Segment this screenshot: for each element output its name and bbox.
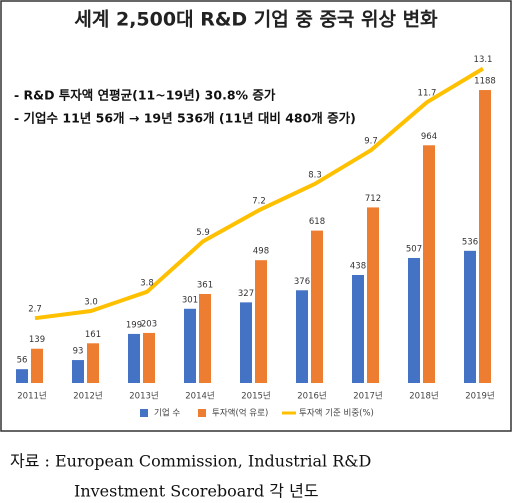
value-label: 7.2 xyxy=(252,197,266,207)
annotation: - 기업수 11년 56개 → 19년 536개 (11년 대비 480개 증가… xyxy=(14,111,356,126)
annotation: - R&D 투자액 연평균(11~19년) 30.8% 증가 xyxy=(14,88,276,103)
value-label: 376 xyxy=(294,277,310,287)
bar xyxy=(72,360,84,383)
bar xyxy=(184,308,196,383)
bar xyxy=(87,343,99,383)
x-tick-label: 2013년 xyxy=(129,391,158,402)
bar xyxy=(128,333,140,383)
bar xyxy=(408,257,420,383)
value-label: 93 xyxy=(73,347,84,357)
legend-swatch xyxy=(198,409,206,417)
bar xyxy=(311,230,323,383)
bar xyxy=(16,369,28,383)
value-label: 327 xyxy=(238,289,254,299)
value-label: 161 xyxy=(85,330,101,340)
value-label: 56 xyxy=(17,356,28,366)
bar xyxy=(423,145,435,383)
legend-label: 투자액(억 유로) xyxy=(212,408,268,419)
bar xyxy=(143,332,155,383)
x-tick-label: 2017년 xyxy=(353,391,382,402)
x-tick-label: 2016년 xyxy=(297,391,326,402)
chart-title: 세계 2,500대 R&D 기업 중 중국 위상 변화 xyxy=(74,9,438,31)
value-label: 301 xyxy=(182,295,198,305)
bar xyxy=(352,274,364,383)
legend-swatch xyxy=(140,409,148,417)
value-label: 618 xyxy=(309,217,325,227)
value-label: 2.7 xyxy=(28,305,42,315)
value-label: 199 xyxy=(126,320,142,330)
source: 자료 : European Commission, Industrial R&D xyxy=(10,452,371,471)
value-label: 361 xyxy=(197,280,213,290)
source: Investment Scoreboard 각 년도 xyxy=(74,482,319,501)
value-label: 8.3 xyxy=(308,170,322,180)
bar xyxy=(367,207,379,383)
value-label: 13.1 xyxy=(474,55,493,65)
value-label: 3.8 xyxy=(140,278,154,288)
x-tick-label: 2011년 xyxy=(17,391,46,402)
bar xyxy=(296,290,308,383)
x-tick-label: 2018년 xyxy=(409,391,438,402)
value-label: 536 xyxy=(462,237,478,247)
bar xyxy=(31,348,43,383)
value-label: 712 xyxy=(365,194,381,204)
value-label: 1188 xyxy=(474,77,496,87)
value-label: 9.7 xyxy=(364,137,378,147)
value-label: 139 xyxy=(29,335,45,345)
value-label: 964 xyxy=(421,132,437,142)
line xyxy=(34,66,485,321)
value-label: 203 xyxy=(141,319,157,329)
bar xyxy=(255,260,267,383)
bar xyxy=(240,302,252,383)
value-label: 3.0 xyxy=(84,298,98,308)
x-tick-label: 2019년 xyxy=(465,391,494,402)
legend-label: 투자액 기준 비중(%) xyxy=(299,408,374,419)
bar xyxy=(199,293,211,383)
value-label: 438 xyxy=(350,261,366,271)
bar xyxy=(464,250,476,383)
value-label: 507 xyxy=(406,244,422,254)
x-tick-label: 2012년 xyxy=(73,391,102,402)
legend-label: 기업 수 xyxy=(154,409,180,419)
value-label: 11.7 xyxy=(418,89,437,99)
value-label: 498 xyxy=(253,247,269,257)
x-tick-label: 2014년 xyxy=(185,391,214,402)
bar xyxy=(479,90,491,384)
value-label: 5.9 xyxy=(196,228,210,238)
x-tick-label: 2015년 xyxy=(241,391,270,402)
